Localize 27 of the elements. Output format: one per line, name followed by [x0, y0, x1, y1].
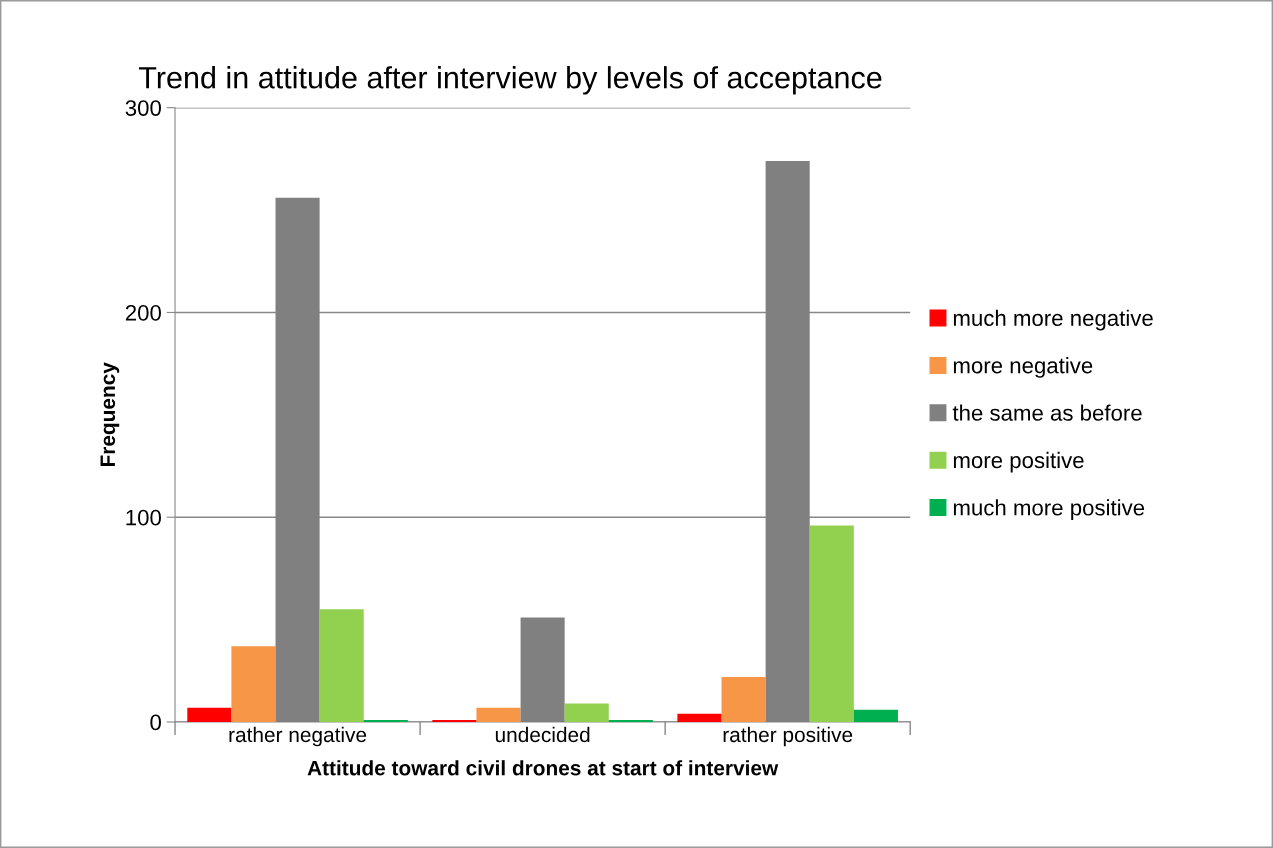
legend-label: more negative [953, 357, 1093, 378]
x-tick-label: rather negative [229, 726, 367, 747]
bar [432, 719, 477, 722]
bar [231, 646, 276, 722]
bar [319, 609, 364, 722]
y-tick-label: 100 [126, 509, 161, 526]
bar [677, 713, 722, 722]
x-axis-title: Attitude toward civil drones at start of interview [307, 760, 779, 776]
x-tick-label: undecided [495, 726, 590, 743]
bar [564, 703, 609, 722]
y-tick-label: 300 [125, 100, 161, 116]
y-tick-label: 0 [150, 714, 161, 731]
bar [476, 707, 521, 722]
bar [721, 676, 766, 722]
legend-label: more positive [953, 451, 1084, 473]
y-axis-title: Frequency [100, 362, 120, 467]
bar [809, 525, 854, 722]
legend-label: much more negative [953, 309, 1153, 331]
x-tick-label: rather positive [723, 726, 853, 747]
chart-title: Trend in attitude after interview by levels of acceptance [138, 66, 882, 95]
bar [187, 707, 232, 722]
bar [608, 719, 653, 722]
bar [853, 709, 898, 722]
legend-label: much more positive [953, 499, 1145, 520]
y-tick-label: 200 [125, 304, 161, 321]
bar [363, 719, 408, 722]
legend-label: the same as before [952, 404, 1142, 421]
